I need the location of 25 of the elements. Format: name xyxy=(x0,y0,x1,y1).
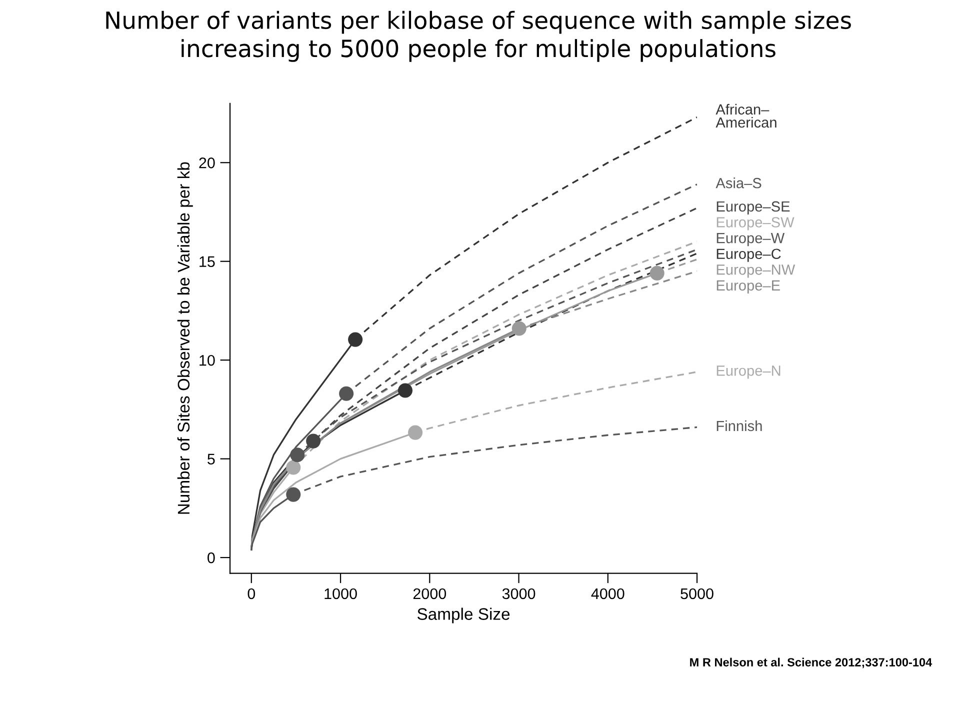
text: M R Nelson et al. Science 2012;337:100-104 xyxy=(690,658,932,668)
series-label: Europe–E xyxy=(716,280,780,294)
series-label: Europe–NW xyxy=(716,264,796,278)
series-label: Europe–C xyxy=(716,248,781,262)
series-label: Europe–SE xyxy=(716,201,790,215)
series-label: African– American xyxy=(716,104,776,128)
y-tick-label: 5 xyxy=(208,454,215,464)
x-tick-label: 4000 xyxy=(591,588,624,600)
series-label: Europe–N xyxy=(716,366,780,379)
y-tick-label: 15 xyxy=(200,256,215,268)
x-tick-label: 0 xyxy=(248,588,256,600)
x-tick-label: 3000 xyxy=(502,588,536,600)
x-axis-title: Sample Size xyxy=(417,608,510,624)
series-label: Finnish xyxy=(716,420,762,432)
x-tick-label: 2000 xyxy=(413,588,446,600)
chart-title: Number of variants per kilobase of sequence with sample sizes increasing to 5000 people for multiple populations xyxy=(106,10,851,62)
x-tick-label: 1000 xyxy=(324,588,357,600)
y-tick-label: 10 xyxy=(200,354,215,366)
series-label: Asia–S xyxy=(716,178,762,188)
y-tick-label: 20 xyxy=(199,157,215,168)
x-tick-label: 5000 xyxy=(680,588,714,600)
y-tick-label: 0 xyxy=(208,552,215,564)
series-label: Europe–SW xyxy=(716,217,794,230)
series-label: Europe–W xyxy=(716,233,785,246)
y-axis-title: Number of Sites Observed to be Variable per kb xyxy=(177,162,193,514)
